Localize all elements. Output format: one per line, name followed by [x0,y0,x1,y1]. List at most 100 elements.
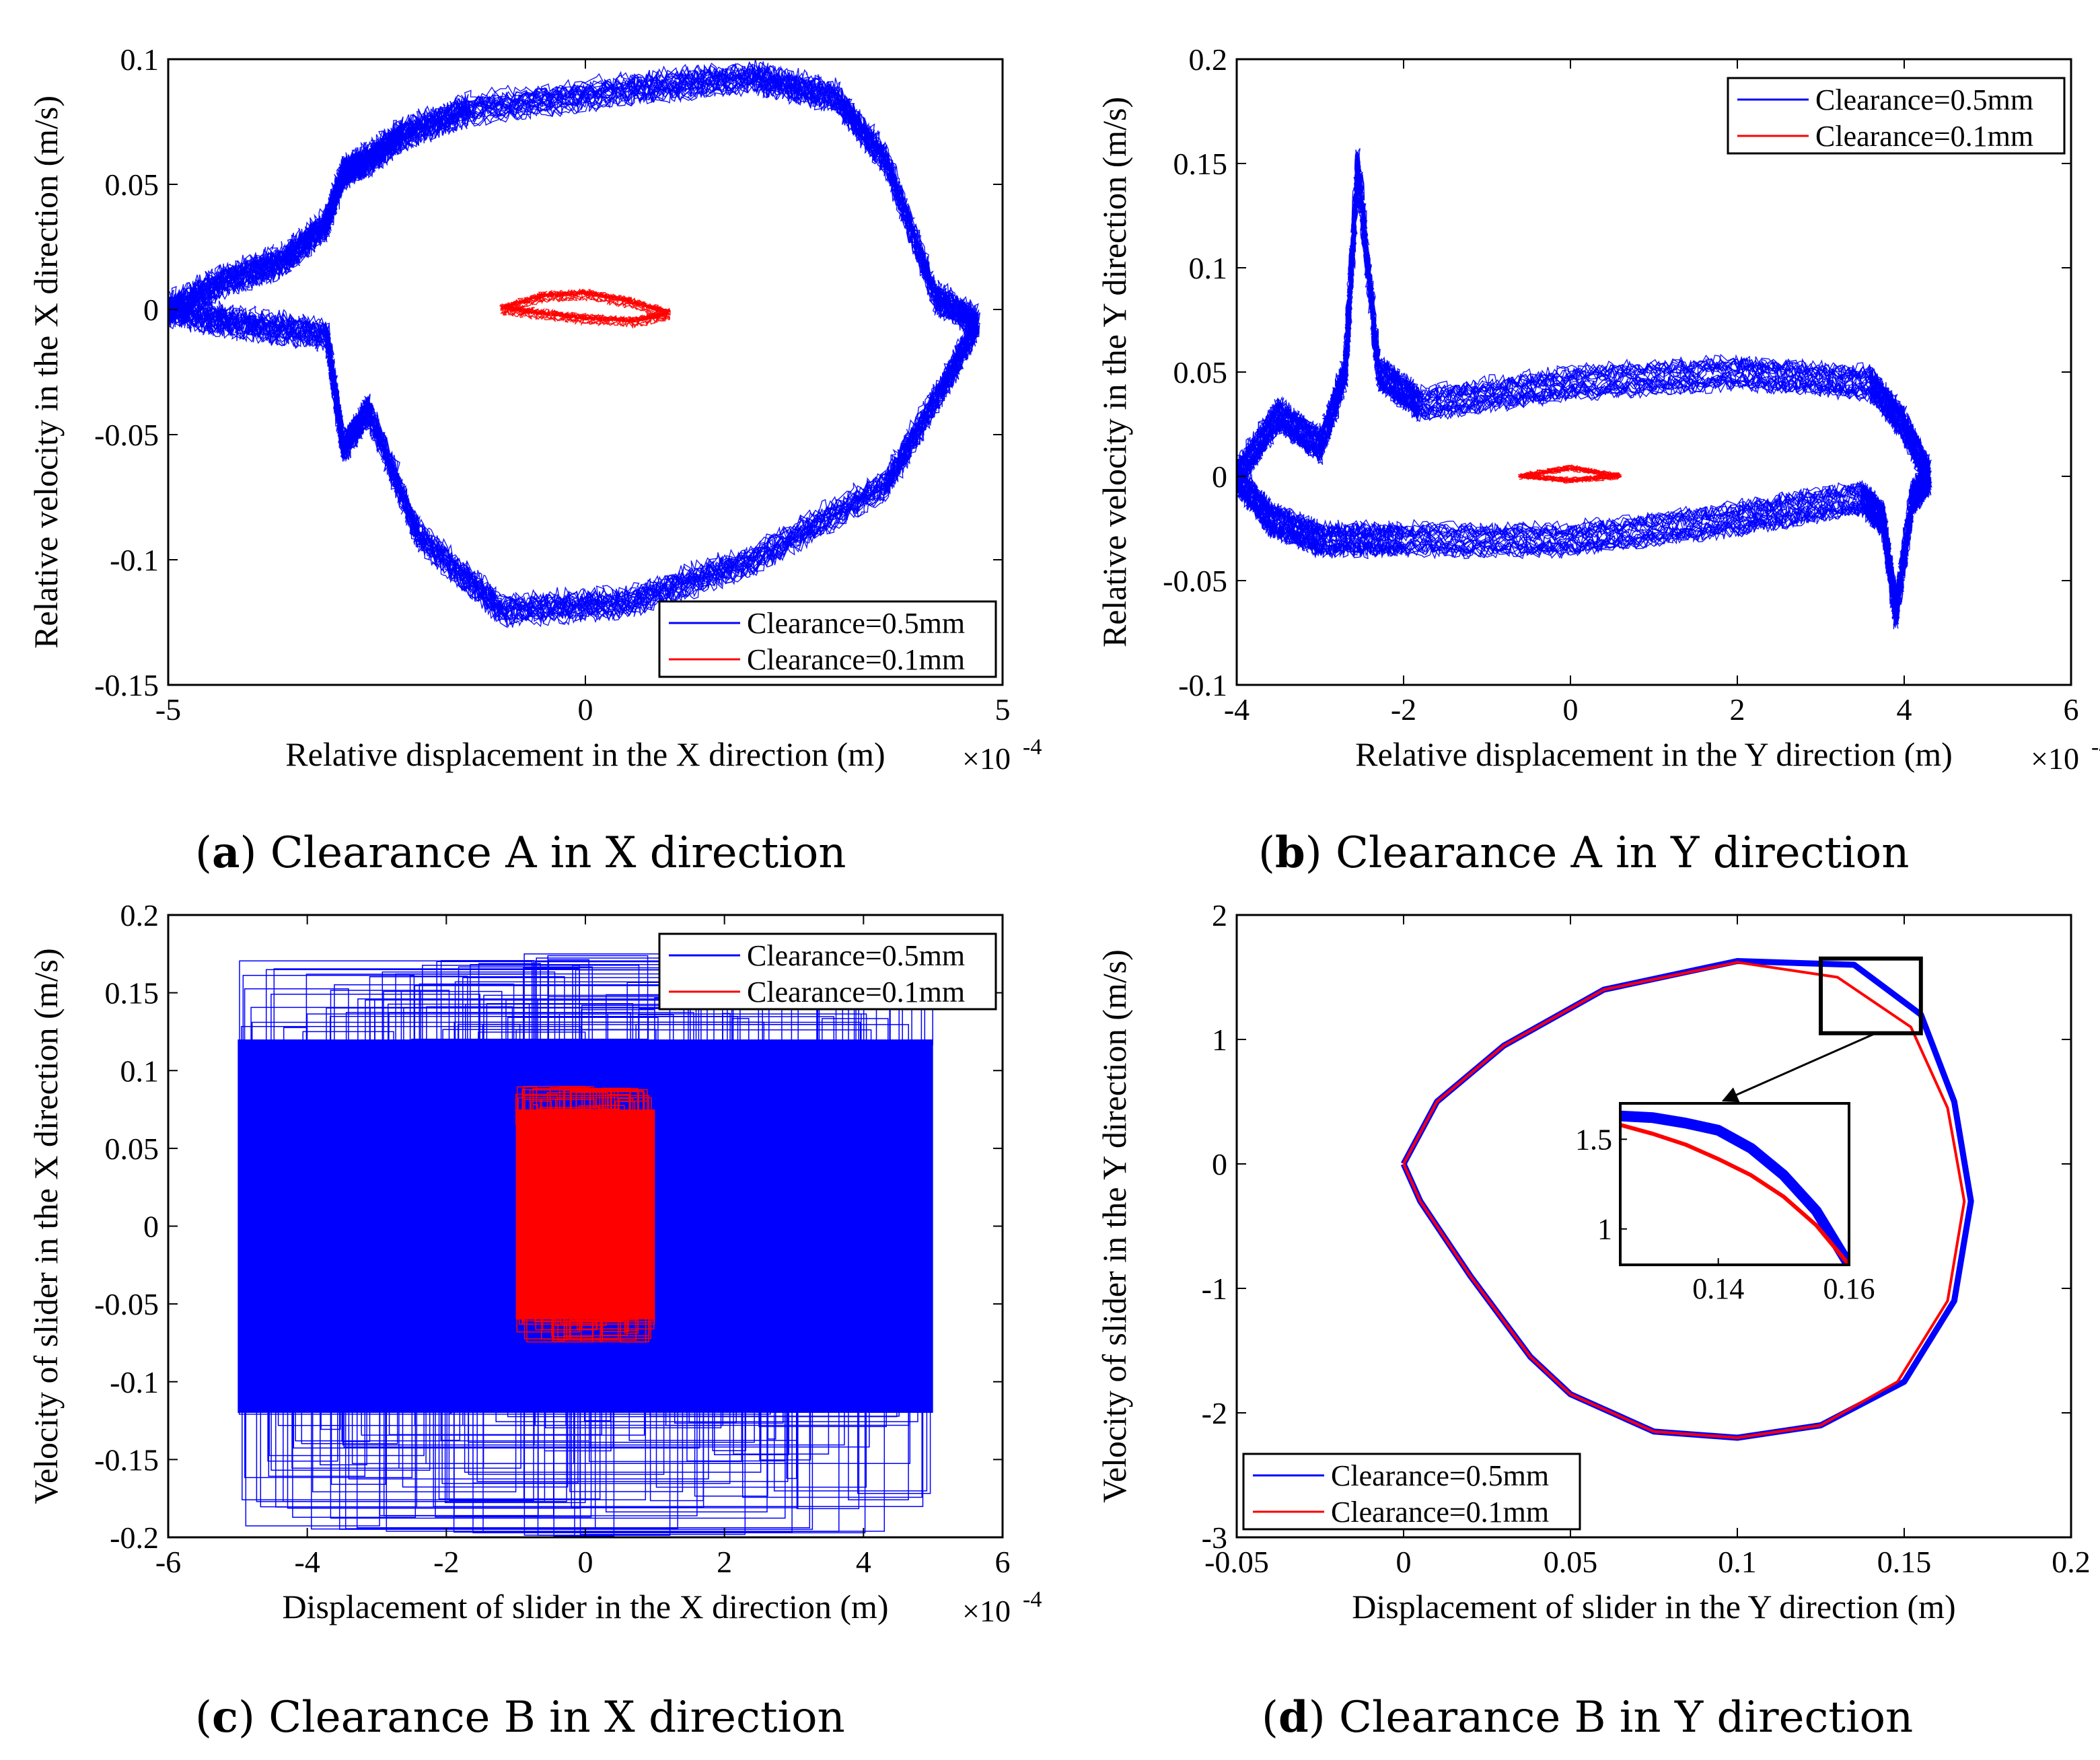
zoom-box [1819,956,1923,1035]
series-b-01mm-trace [1518,467,1622,483]
caption-d-letter: d [1278,1692,1309,1743]
series-b-01mm-trace [1519,469,1620,484]
y-tick-label-a: -0.05 [94,418,159,452]
y-tick-label-d: 0 [1212,1147,1227,1181]
zoom-arrow [1721,1032,1877,1103]
x-tick-label-a: 5 [995,692,1011,727]
series-b-05mm-trace [1237,153,1928,610]
y-tick-label-d: -3 [1202,1520,1227,1555]
series-b-05mm-trace [1237,173,1932,626]
y-tick-label-d: 2 [1212,898,1227,932]
caption-a: (a) Clearance A in X direction [195,828,846,878]
x-multiplier-exponent-b: -4 [2091,735,2100,760]
legend-c: Clearance=0.5mm Clearance=0.1mm [658,932,997,1011]
legend-label-b: Clearance=0.1mm [1815,120,2033,153]
plot-area-c [238,953,933,1537]
y-tick-label-c: 0.05 [105,1132,159,1166]
series-a-05mm-trace [168,71,978,619]
series-b-05mm-trace [1237,166,1931,622]
y-tick-label-a: 0.05 [105,168,159,202]
series-d-01mm-line [1402,961,1966,1439]
plot-area-d [1400,958,1974,1441]
series-c-01mm-core [515,1109,655,1320]
x-tick-label-d: 0.15 [1877,1545,1932,1579]
x-multiplier-a: ×10 [962,741,1011,776]
series-a-05mm-trace [168,75,980,623]
caption-c-letter: c [211,1692,238,1743]
series-a-05mm-trace [168,70,978,612]
x-tick-label-d: 0.05 [1544,1545,1598,1579]
legend-box-c [658,932,997,1011]
y-tick-label-b: 0.15 [1173,147,1228,181]
chart-c: -6 -4 -2 0 2 4 6 -0.2 -0.15 -0.1 -0.05 0 0.05 0.1 0.15… [27,898,1042,1628]
chart-a: -5 0 5 -0.15 -0.1 -0.05 0 0.05 0.1 Relative displ… [27,42,1042,776]
y-axis-label-a: Relative velocity in the X direction (m/… [27,96,65,649]
plot-area-b [1237,148,1932,630]
y-tick-label-b: -0.1 [1178,668,1227,702]
inset-x-tick-label: 0.14 [1692,1272,1744,1305]
series-a-05mm-trace [168,75,980,620]
x-multiplier-c: ×10 [962,1594,1011,1628]
y-tick-label-c: 0 [143,1210,159,1244]
x-tick-label-c: -4 [295,1545,320,1579]
series-a-05mm-trace [168,68,980,616]
legend-b: Clearance=0.5mm Clearance=0.1mm [1727,77,2066,155]
caption-b: (b) Clearance A in Y direction [1258,828,1910,878]
y-tick-label-b: 0 [1212,460,1227,494]
y-tick-label-a: -0.1 [110,543,159,577]
inset-x-tick-label: 0.16 [1823,1272,1875,1305]
x-tick-label-d: -0.05 [1204,1545,1269,1579]
series-a-05mm-trace [168,73,979,618]
series-d-01mm [1402,961,1966,1439]
y-tick-label-c: -0.2 [110,1520,159,1555]
inset-y-tick-label: 1 [1597,1213,1612,1246]
axes-frame-d [1235,914,2072,1539]
plot-area-a [168,59,981,629]
x-tick-label-c: 0 [578,1545,593,1579]
inset-y-tick-label: 1.5 [1575,1123,1612,1156]
y-tick-label-d: -2 [1202,1396,1227,1430]
y-tick-label-c: 0.1 [120,1054,159,1088]
y-tick-label-b: 0.2 [1189,42,1228,77]
x-axis-label-b: Relative displacement in the Y direction… [1355,735,1953,773]
inset-series-01mm [1620,1123,1849,1265]
caption-a-letter: a [211,828,240,878]
x-tick-label-b: 4 [1897,692,1912,727]
y-tick-label-d: -1 [1202,1272,1227,1306]
series-a-05mm-trace [169,80,980,628]
x-tick-label-d: 0.2 [2052,1545,2091,1579]
y-tick-label-a: 0 [143,293,159,327]
series-a-05mm-trace [168,72,979,619]
series-a-05mm-trace [168,75,978,622]
legend-label-a: Clearance=0.1mm [747,643,965,676]
y-tick-label-c: -0.05 [94,1287,159,1321]
series-a-05mm-trace [168,76,980,622]
caption-c-text: Clearance B in X direction [268,1693,845,1743]
series-a-05mm-trace [168,59,979,604]
series-a-05mm [168,59,981,629]
series-b-05mm-trace [1237,174,1932,622]
chart-b: -4 -2 0 2 4 6 -0.1 -0.05 0 0.05 0.1 0.15 0.2 Relative… [1095,42,2100,776]
caption-b-text: Clearance A in Y direction [1336,828,1910,878]
legend-d: Clearance=0.5mm Clearance=0.1mm [1242,1453,1581,1531]
x-tick-label-c: 2 [717,1545,732,1579]
x-tick-label-b: 0 [1563,692,1579,727]
x-tick-label-c: -6 [155,1545,181,1579]
caption-c: (c) Clearance B in X direction [195,1692,845,1743]
x-tick-label-c: 4 [856,1545,871,1579]
x-tick-label-c: -2 [433,1545,459,1579]
y-axis-label-c: Velocity of slider in the X direction (m… [27,948,65,1504]
chart-d: -0.05 0 0.05 0.1 0.15 0.2 -3 -2 -1 0 1 2 Displacemen… [1095,898,2091,1625]
y-tick-label-b: 0.05 [1173,355,1228,390]
x-tick-label-b: -4 [1224,692,1250,727]
legend-box-b [1727,77,2066,155]
y-tick-label-b: 0.1 [1189,251,1228,285]
series-a-01mm-trace [501,295,670,329]
x-tick-label-b: 6 [2064,692,2079,727]
x-multiplier-exponent-a: -4 [1023,735,1042,760]
y-tick-label-c: 0.15 [105,976,159,1011]
series-a-05mm-trace [168,81,979,627]
series-a-05mm-trace [168,71,978,614]
